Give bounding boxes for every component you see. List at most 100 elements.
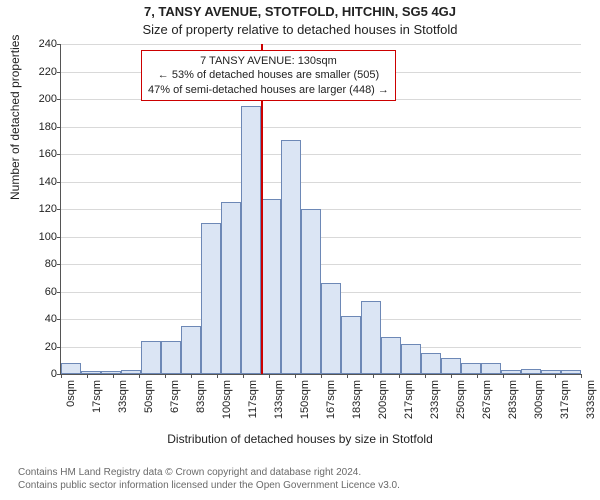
xtick-mark [373, 374, 374, 378]
histogram-bar [141, 341, 161, 374]
ytick-mark [57, 182, 61, 183]
x-axis-label: Distribution of detached houses by size … [0, 432, 600, 446]
ytick-label: 220 [39, 66, 57, 78]
histogram-plot: 0204060801001201401601802002202400sqm17s… [60, 44, 581, 375]
xtick-label: 267sqm [481, 380, 493, 419]
xtick-mark [295, 374, 296, 378]
xtick-label: 67sqm [169, 380, 181, 413]
xtick-label: 33sqm [117, 380, 129, 413]
ytick-label: 160 [39, 148, 57, 160]
xtick-mark [555, 374, 556, 378]
histogram-bar [341, 316, 361, 374]
gridline [61, 127, 581, 128]
histogram-bar [521, 369, 541, 375]
xtick-label: 133sqm [273, 380, 285, 419]
xtick-mark [165, 374, 166, 378]
histogram-bar [61, 363, 81, 374]
histogram-bar [281, 140, 301, 374]
footer-attribution: Contains HM Land Registry data © Crown c… [18, 466, 400, 492]
histogram-bar [421, 353, 441, 374]
ytick-label: 60 [45, 286, 57, 298]
ytick-label: 40 [45, 313, 57, 325]
ytick-label: 80 [45, 258, 57, 270]
xtick-mark [139, 374, 140, 378]
histogram-bar [221, 202, 241, 374]
xtick-label: 117sqm [247, 380, 259, 418]
xtick-mark [529, 374, 530, 378]
ytick-mark [57, 72, 61, 73]
histogram-bar [381, 337, 401, 374]
gridline [61, 182, 581, 183]
xtick-label: 100sqm [221, 380, 233, 419]
xtick-label: 17sqm [91, 380, 103, 413]
gridline [61, 44, 581, 45]
xtick-label: 217sqm [403, 380, 415, 419]
ytick-mark [57, 44, 61, 45]
ytick-mark [57, 347, 61, 348]
gridline [61, 237, 581, 238]
histogram-bar [121, 370, 141, 374]
ytick-label: 100 [39, 231, 57, 243]
chart-subtitle: Size of property relative to detached ho… [0, 22, 600, 37]
ytick-label: 120 [39, 203, 57, 215]
gridline [61, 154, 581, 155]
annotation-line-3: 47% of semi-detached houses are larger (… [148, 83, 389, 97]
ytick-mark [57, 319, 61, 320]
histogram-bar [301, 209, 321, 374]
ytick-mark [57, 127, 61, 128]
xtick-label: 317sqm [559, 380, 571, 419]
ytick-mark [57, 237, 61, 238]
ytick-label: 240 [39, 38, 57, 50]
gridline [61, 264, 581, 265]
histogram-bar [181, 326, 201, 374]
gridline [61, 209, 581, 210]
xtick-mark [113, 374, 114, 378]
annotation-line-1: 7 TANSY AVENUE: 130sqm [148, 54, 389, 68]
xtick-label: 250sqm [455, 380, 467, 419]
xtick-mark [347, 374, 348, 378]
histogram-bar [101, 371, 121, 374]
histogram-bar [201, 223, 221, 374]
xtick-mark [243, 374, 244, 378]
ytick-mark [57, 209, 61, 210]
xtick-label: 300sqm [533, 380, 545, 419]
histogram-bar [161, 341, 181, 374]
xtick-label: 183sqm [351, 380, 363, 419]
xtick-label: 150sqm [299, 380, 311, 419]
y-axis-label: Number of detached properties [8, 35, 22, 200]
footer-line-2: Contains public sector information licen… [18, 479, 400, 492]
ytick-label: 180 [39, 121, 57, 133]
histogram-bar [481, 363, 501, 374]
histogram-bar [441, 358, 461, 375]
xtick-mark [451, 374, 452, 378]
xtick-mark [503, 374, 504, 378]
histogram-bar [541, 370, 561, 374]
xtick-mark [217, 374, 218, 378]
ytick-mark [57, 154, 61, 155]
footer-line-1: Contains HM Land Registry data © Crown c… [18, 466, 400, 479]
xtick-label: 200sqm [377, 380, 389, 419]
ytick-label: 200 [39, 93, 57, 105]
xtick-label: 233sqm [429, 380, 441, 419]
xtick-label: 50sqm [143, 380, 155, 413]
xtick-mark [191, 374, 192, 378]
xtick-mark [581, 374, 582, 378]
ytick-mark [57, 292, 61, 293]
ytick-label: 20 [45, 341, 57, 353]
histogram-bar [361, 301, 381, 374]
ytick-label: 140 [39, 176, 57, 188]
xtick-mark [321, 374, 322, 378]
histogram-bar [81, 371, 101, 374]
histogram-bar [261, 199, 281, 374]
address-title: 7, TANSY AVENUE, STOTFOLD, HITCHIN, SG5 … [0, 4, 600, 19]
histogram-bar [321, 283, 341, 374]
ytick-mark [57, 99, 61, 100]
annotation-box: 7 TANSY AVENUE: 130sqm← 53% of detached … [141, 50, 396, 101]
xtick-mark [269, 374, 270, 378]
histogram-bar [561, 370, 581, 374]
xtick-mark [399, 374, 400, 378]
histogram-bar [461, 363, 481, 374]
xtick-label: 83sqm [195, 380, 207, 413]
xtick-label: 167sqm [325, 380, 337, 419]
xtick-mark [87, 374, 88, 378]
